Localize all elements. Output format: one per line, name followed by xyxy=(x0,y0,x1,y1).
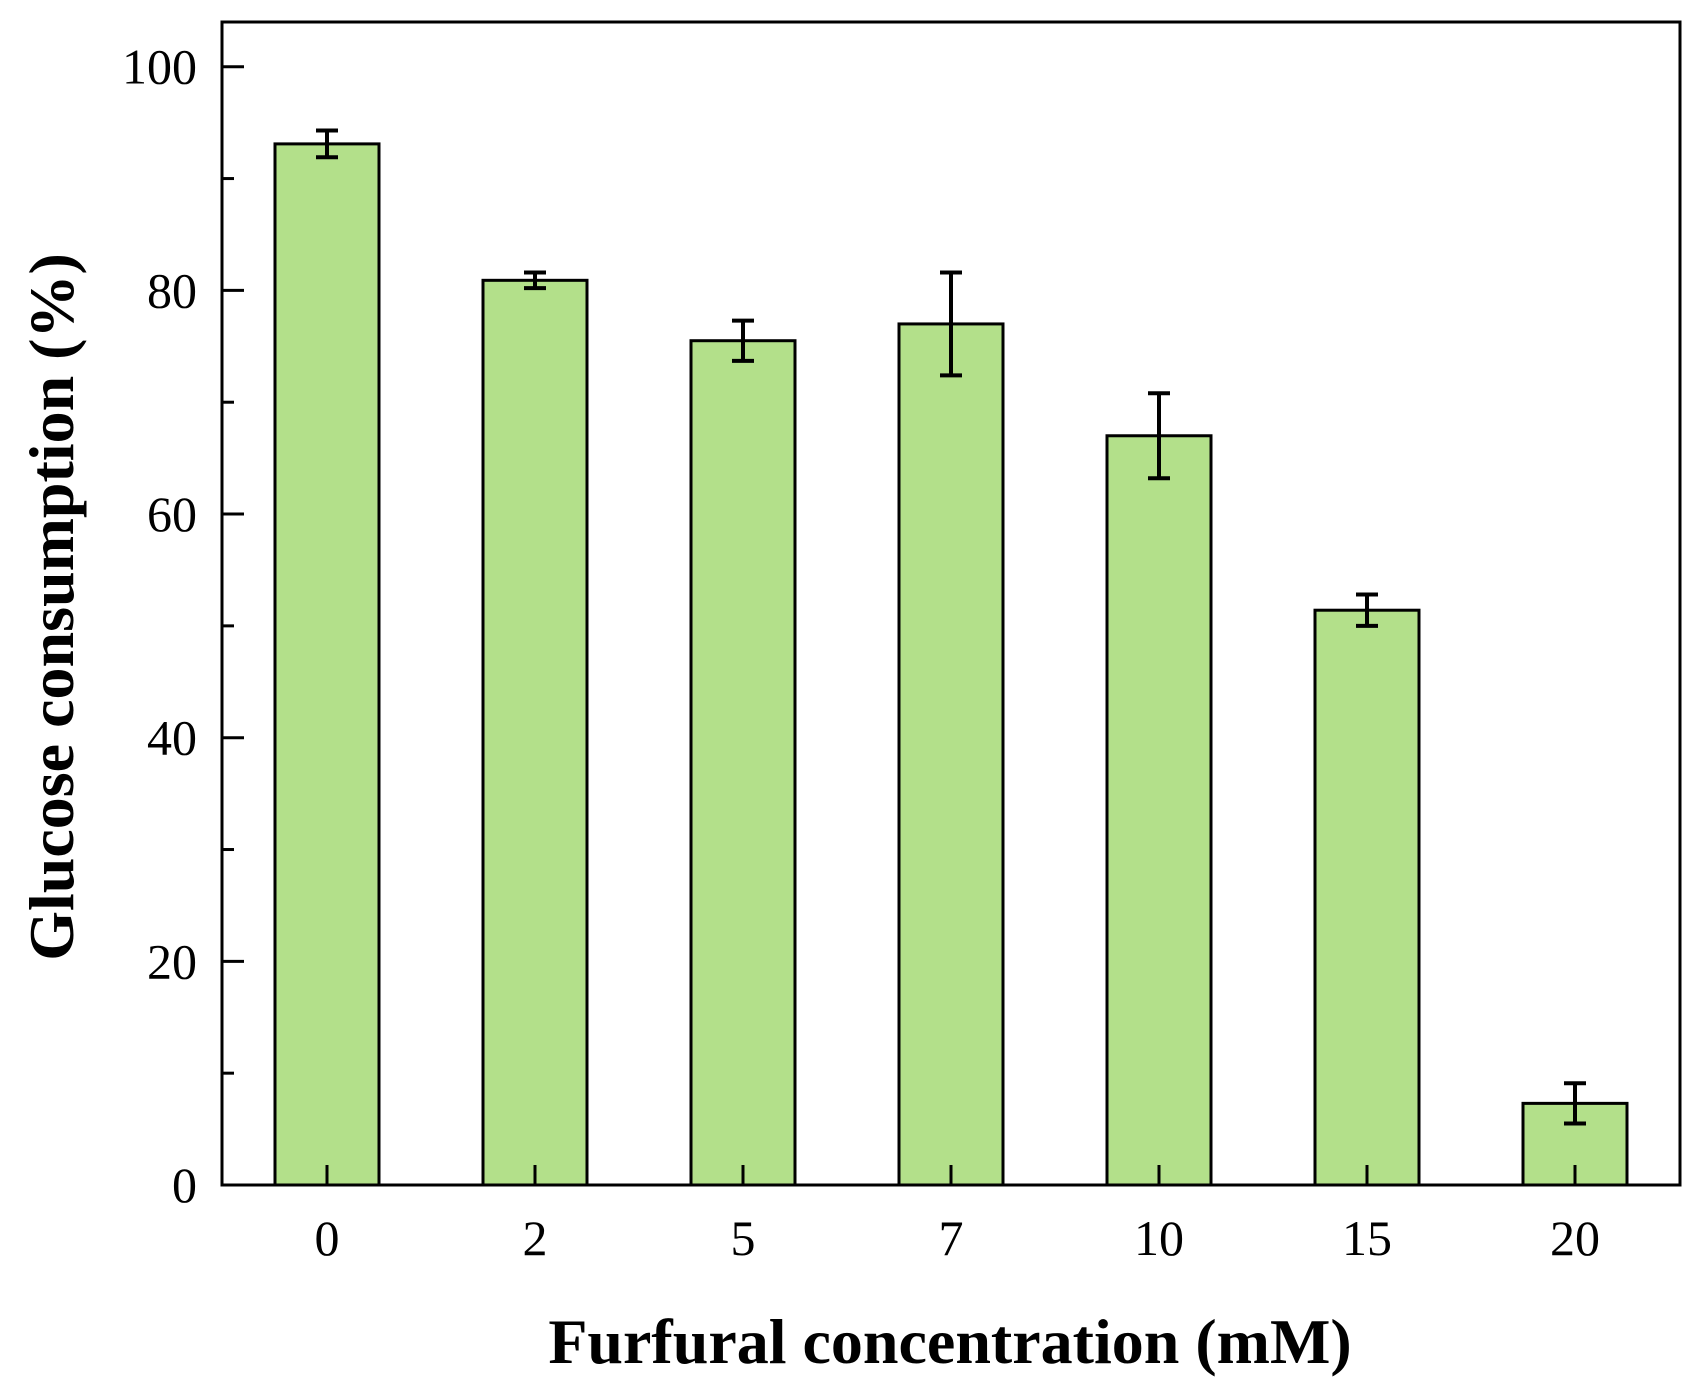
bar-5 xyxy=(689,339,797,1187)
x-tick-label-20: 20 xyxy=(1550,1210,1600,1266)
bar-7 xyxy=(897,322,1005,1187)
bar-15 xyxy=(1313,608,1421,1187)
error-bar-2 xyxy=(524,270,546,291)
error-bar-7 xyxy=(940,270,962,378)
bar-2 xyxy=(481,278,589,1187)
x-axis-title: Furfural concentration (mM) xyxy=(548,1306,1351,1377)
y-tick-label-0: 0 xyxy=(172,1157,197,1213)
y-tick-label-80: 80 xyxy=(147,262,197,318)
y-tick-label-40: 40 xyxy=(147,710,197,766)
error-bar-5 xyxy=(732,318,754,363)
error-bar-10 xyxy=(1148,391,1170,481)
x-tick-label-7: 7 xyxy=(939,1210,964,1266)
error-bar-0 xyxy=(316,128,338,160)
y-tick-label-60: 60 xyxy=(147,486,197,542)
error-bar-20 xyxy=(1564,1081,1586,1126)
error-bars-layer xyxy=(316,128,1586,1126)
x-tick-label-0: 0 xyxy=(315,1210,340,1266)
y-tick-label-100: 100 xyxy=(122,39,197,95)
x-tick-label-15: 15 xyxy=(1342,1210,1392,1266)
tick-labels-layer: 0 2 5 7 10 15 20 0 20 40 60 80 100 xyxy=(122,39,1600,1266)
axes-layer xyxy=(220,20,1682,1187)
y-tick-label-20: 20 xyxy=(147,933,197,989)
plot-frame xyxy=(220,20,1682,1187)
x-tick-label-10: 10 xyxy=(1134,1210,1184,1266)
bar-0 xyxy=(273,142,381,1187)
x-tick-label-5: 5 xyxy=(731,1210,756,1266)
y-axis-title: Glucose consumption (%) xyxy=(16,253,87,961)
error-bar-15 xyxy=(1356,592,1378,628)
x-tick-label-2: 2 xyxy=(523,1210,548,1266)
bar-10 xyxy=(1105,434,1213,1187)
